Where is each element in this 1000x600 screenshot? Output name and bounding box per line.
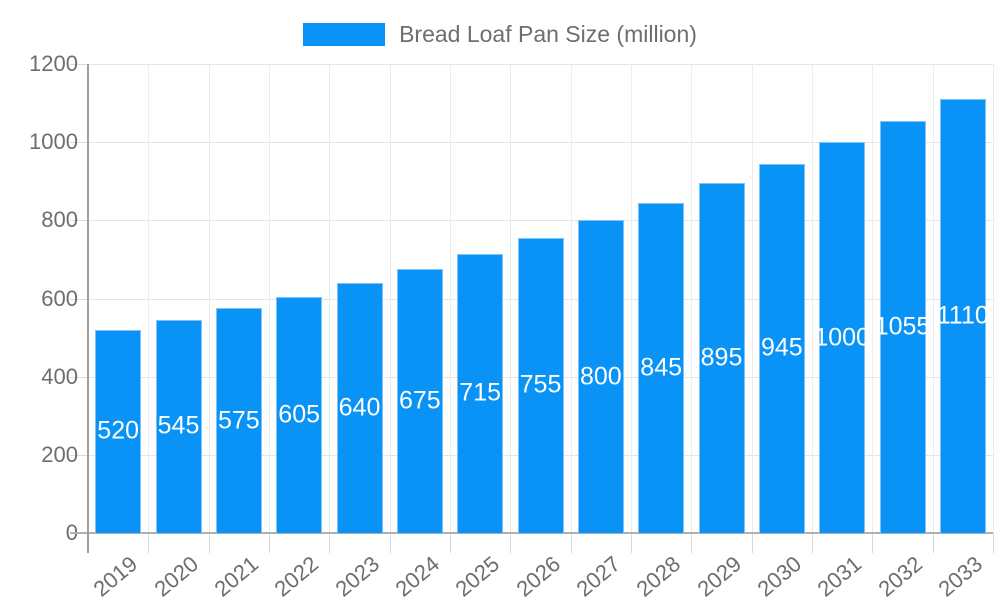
x-gridline (570, 64, 572, 533)
bar-value-label: 845 (640, 353, 683, 382)
x-gridline (510, 64, 512, 533)
x-axis-tick (932, 533, 934, 553)
bar (698, 183, 745, 533)
y-axis-line (87, 64, 89, 553)
x-tick-label: 2029 (691, 551, 746, 600)
bar (276, 296, 323, 533)
x-gridline (691, 64, 693, 533)
x-tick-label: 2027 (571, 551, 625, 600)
bar-value-label: 1000 (814, 323, 870, 352)
bar (336, 282, 383, 533)
y-tick-label: 1200 (29, 51, 78, 76)
x-gridline (872, 64, 874, 533)
y-axis-tick (70, 454, 88, 456)
x-gridline (932, 64, 934, 533)
y-tick-label: 0 (65, 520, 78, 545)
x-tick-label: 2031 (812, 551, 867, 600)
x-tick-label: 2025 (450, 551, 505, 600)
x-gridline (329, 64, 331, 533)
x-gridline (148, 64, 150, 533)
bar (879, 120, 926, 533)
y-axis-tick (70, 376, 88, 378)
bar-value-label: 1110 (936, 301, 989, 330)
bar (457, 253, 504, 533)
bar-value-label: 545 (157, 411, 200, 440)
x-tick-label: 2032 (872, 551, 927, 600)
x-gridline (389, 64, 391, 533)
x-axis-tick (269, 533, 270, 553)
x-tick-label: 2023 (329, 551, 384, 600)
x-tick-label: 2024 (390, 551, 444, 600)
y-gridline (88, 142, 993, 144)
x-axis-line (70, 532, 993, 534)
bar-value-label: 895 (700, 343, 743, 372)
x-axis-tick (631, 533, 632, 553)
y-axis-tick (70, 64, 88, 65)
x-axis-tick (691, 533, 693, 553)
x-tick-label: 2030 (752, 551, 806, 600)
x-tick-label: 2026 (510, 551, 565, 600)
bar (215, 308, 262, 533)
bar (819, 142, 866, 533)
legend-label: Bread Loaf Pan Size (million) (399, 21, 697, 47)
y-axis-tick (70, 220, 88, 222)
bar (758, 163, 805, 533)
x-gridline (993, 64, 994, 533)
bar-value-label: 575 (217, 406, 260, 435)
x-axis-tick (450, 533, 451, 553)
x-gridline (751, 64, 753, 533)
bar (577, 220, 624, 533)
x-gridline (812, 64, 813, 533)
y-tick-label: 600 (41, 285, 78, 311)
x-gridline (631, 64, 632, 533)
bar-value-label: 675 (398, 386, 441, 415)
y-tick-label: 200 (41, 441, 78, 467)
y-gridline (88, 64, 993, 65)
x-axis-tick (148, 533, 150, 553)
x-gridline (208, 64, 210, 533)
x-axis-tick (872, 533, 874, 553)
x-axis-tick (993, 533, 994, 553)
bar-value-label: 715 (459, 378, 502, 407)
x-gridline (269, 64, 270, 533)
chart-legend[interactable]: Bread Loaf Pan Size (million) (0, 21, 1000, 48)
x-tick-label: 2033 (933, 551, 987, 600)
y-axis-tick (70, 298, 88, 300)
y-gridline (88, 220, 993, 222)
bar-value-label: 640 (338, 393, 381, 422)
y-tick-label: 1000 (29, 129, 78, 155)
bar (638, 202, 685, 533)
x-tick-label: 2028 (631, 551, 686, 600)
bar-value-label: 800 (579, 362, 622, 391)
y-tick-label: 800 (41, 207, 78, 233)
bar (155, 319, 202, 533)
bar (939, 99, 986, 533)
bar (396, 269, 443, 533)
x-axis-tick (208, 533, 210, 553)
bar (517, 237, 564, 533)
x-tick-label: 2020 (148, 551, 203, 600)
x-tick-label: 2019 (88, 551, 143, 600)
bar-value-label: 755 (519, 370, 562, 399)
x-axis-tick (389, 533, 391, 553)
y-axis-tick (70, 142, 88, 144)
bar-value-label: 945 (760, 333, 803, 362)
x-gridline (450, 64, 451, 533)
y-tick-label: 400 (41, 363, 78, 389)
x-tick-label: 2022 (269, 551, 324, 600)
bar-value-label: 1055 (874, 312, 931, 341)
x-axis-tick (812, 533, 813, 553)
bar-value-label: 520 (97, 416, 140, 445)
x-axis-tick (570, 533, 572, 553)
x-axis-tick (510, 533, 512, 553)
x-axis-tick (751, 533, 753, 553)
x-axis-tick (329, 533, 331, 553)
legend-swatch-icon (303, 23, 386, 46)
x-tick-label: 2021 (209, 551, 263, 600)
bar-value-label: 605 (278, 400, 321, 429)
bar (95, 329, 142, 533)
